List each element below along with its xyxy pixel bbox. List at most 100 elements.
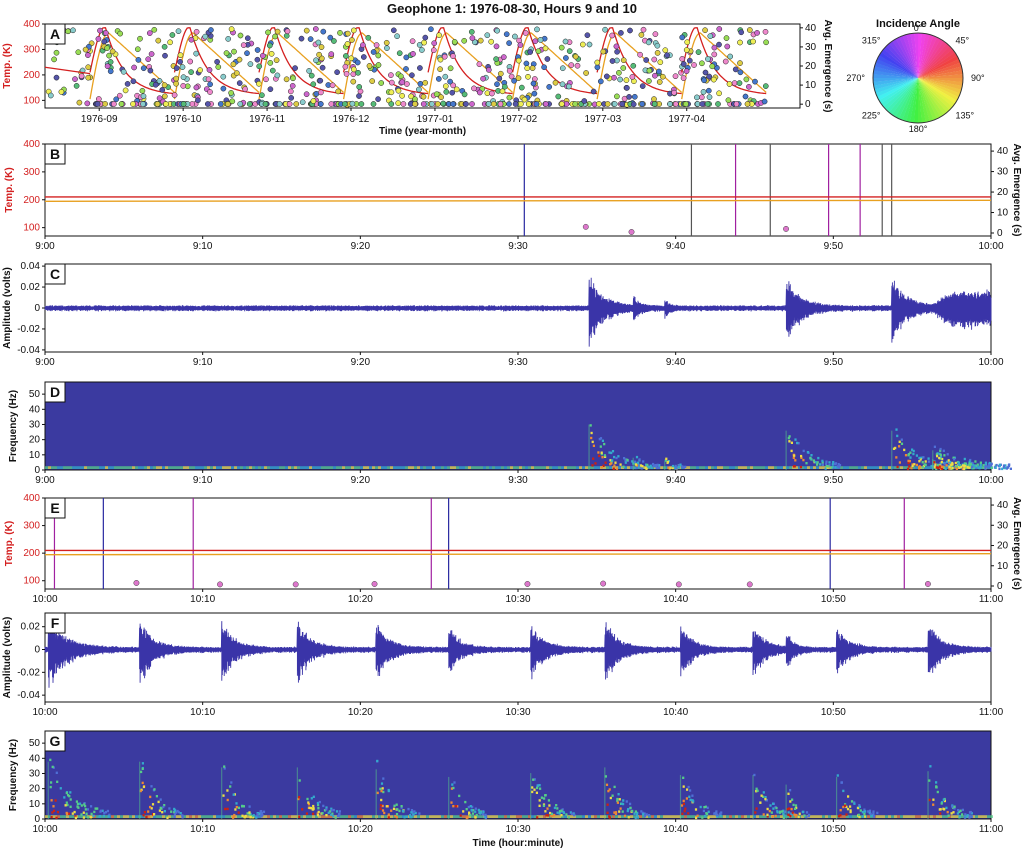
panel-a-point (188, 69, 194, 75)
spec-cell (951, 805, 954, 808)
y-right-tick-label: 20 (997, 541, 1009, 552)
spec-cell (623, 814, 627, 818)
spec-cell (452, 805, 455, 808)
spec-cell (839, 814, 842, 817)
spec-cell (525, 466, 528, 469)
spec-cell (348, 815, 351, 818)
y-tick-label: 30 (29, 419, 41, 430)
spec-cell (777, 815, 780, 818)
spec-cell (715, 810, 718, 813)
spec-cell (696, 466, 699, 469)
x-tick-label: 10:00 (32, 824, 57, 835)
spec-cell (652, 465, 655, 468)
spec-cell (147, 466, 150, 469)
spec-cell (366, 815, 369, 818)
spec-cell (591, 466, 594, 469)
x-tick-label: 9:00 (35, 241, 55, 252)
spec-cell (513, 815, 516, 818)
spec-cell (608, 815, 611, 818)
panel-a-point (320, 28, 327, 35)
panel-a-point (437, 66, 443, 73)
spec-cell (643, 812, 646, 815)
spec-cell (855, 815, 858, 818)
panel-a-point (428, 26, 434, 33)
spec-cell (330, 807, 333, 810)
spec-cell (435, 466, 438, 469)
panel-a-point (639, 83, 646, 89)
spec-cell (582, 815, 585, 818)
spec-cell (327, 466, 330, 469)
panel-a-point (637, 51, 643, 58)
spec-cell (321, 812, 324, 815)
spec-cell (726, 815, 729, 818)
spec-cell (920, 456, 923, 459)
panel-a-point (515, 75, 522, 82)
panel-a-point (373, 42, 380, 48)
spec-cell (336, 466, 339, 469)
panel-a-point (104, 63, 111, 70)
panel-a-point (147, 67, 154, 74)
spec-cell (555, 466, 558, 469)
spec-cell (316, 812, 319, 815)
panel-a-point (237, 101, 244, 107)
spec-cell (741, 466, 744, 469)
spec-cell (599, 437, 603, 440)
panel-a-point (496, 75, 503, 82)
spec-cell (186, 466, 189, 469)
spec-cell (702, 809, 705, 813)
panel-a-point (173, 75, 180, 82)
panel-a-point (72, 76, 78, 82)
x-tick-label: 1976-10 (165, 114, 202, 125)
spec-cell (821, 461, 824, 464)
spec-cell (465, 466, 468, 469)
wheel-sector (889, 41, 918, 78)
panel-a-point (501, 83, 508, 90)
spec-cell (177, 466, 180, 469)
panel-a-point (600, 48, 607, 55)
panel-a-point (383, 39, 390, 46)
spec-cell (715, 811, 718, 815)
spec-cell (234, 808, 237, 811)
spec-cell (99, 810, 102, 813)
panel-a-point (317, 101, 324, 107)
spec-cell (369, 466, 372, 469)
spec-cell (480, 466, 483, 469)
spec-cell (634, 463, 637, 466)
spec-cell (1004, 464, 1007, 467)
panel-a-point (400, 101, 407, 107)
panel-a-point (590, 88, 597, 95)
panel-a-point (404, 81, 410, 87)
panel-a-point (236, 56, 243, 63)
spec-cell (924, 815, 927, 818)
panel-a-point (82, 46, 89, 53)
spec-cell (972, 466, 975, 470)
spec-cell (489, 815, 492, 818)
spec-cell (248, 805, 251, 808)
spec-cell (129, 466, 132, 469)
spec-cell (76, 802, 79, 806)
panel-a-point (480, 75, 486, 82)
panel-a-point (639, 101, 646, 107)
x-tick-label: 10:20 (348, 594, 373, 605)
panel-a-point (542, 101, 549, 107)
panel-a-point (159, 87, 166, 93)
wheel-label: 315° (862, 36, 881, 46)
panel-f-letter: F (51, 615, 60, 631)
spec-cell (789, 789, 792, 792)
spec-cell (298, 796, 301, 799)
spec-cell (953, 456, 956, 459)
spec-cell (933, 461, 936, 464)
panel-a-point (683, 68, 690, 75)
spec-cell (150, 785, 153, 788)
spec-cell (908, 459, 911, 463)
spec-cell (966, 814, 969, 817)
panel-a-point (762, 28, 769, 35)
spec-cell (186, 815, 189, 818)
spec-cell (318, 815, 321, 818)
spec-cell (166, 816, 169, 819)
panel-a-point (344, 41, 351, 47)
spec-cell (306, 466, 309, 469)
panel-a-point (208, 27, 214, 33)
panel-a-point (177, 52, 184, 59)
spec-cell (981, 815, 984, 818)
